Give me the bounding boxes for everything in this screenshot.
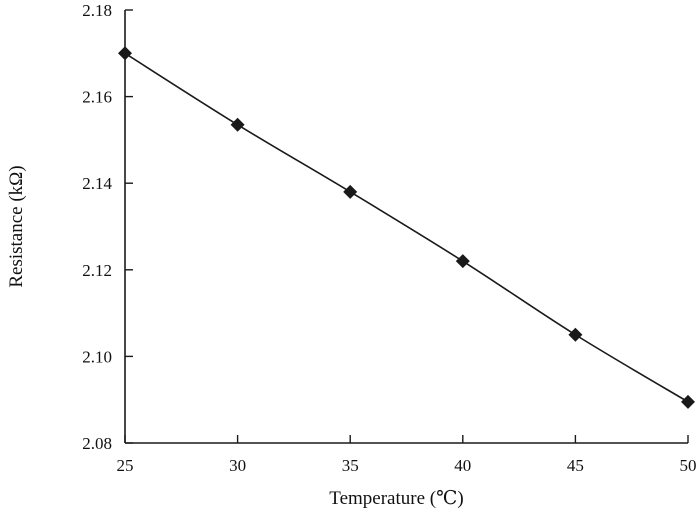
x-tick-label: 25: [117, 456, 134, 475]
y-tick-label: 2.18: [82, 1, 112, 20]
y-tick-label: 2.12: [82, 261, 112, 280]
y-ticks: 2.08 2.10 2.12 2.14 2.16 2.18: [82, 1, 133, 453]
x-tick-label: 45: [567, 456, 584, 475]
x-tick-label: 40: [454, 456, 471, 475]
y-tick-label: 2.08: [82, 434, 112, 453]
data-point-marker: [118, 46, 132, 61]
x-tick-label: 30: [229, 456, 246, 475]
data-point-marker: [455, 254, 470, 269]
y-tick-label: 2.10: [82, 347, 112, 366]
x-ticks: 25 30 35 40 45 50: [117, 435, 697, 475]
series-line: [124, 52, 689, 403]
y-tick-label: 2.14: [82, 174, 112, 193]
series-group: [118, 46, 695, 409]
x-axis-title: Temperature (℃): [329, 488, 463, 509]
x-tick-label: 35: [342, 456, 359, 475]
data-point-marker: [681, 394, 695, 409]
data-point-marker: [568, 327, 583, 342]
x-tick-label: 50: [680, 456, 697, 475]
y-axis-title: Resistance (kΩ): [6, 165, 27, 287]
data-point-marker: [230, 117, 245, 132]
y-tick-label: 2.16: [82, 88, 112, 107]
axes: [124, 10, 688, 444]
data-point-marker: [343, 184, 358, 199]
